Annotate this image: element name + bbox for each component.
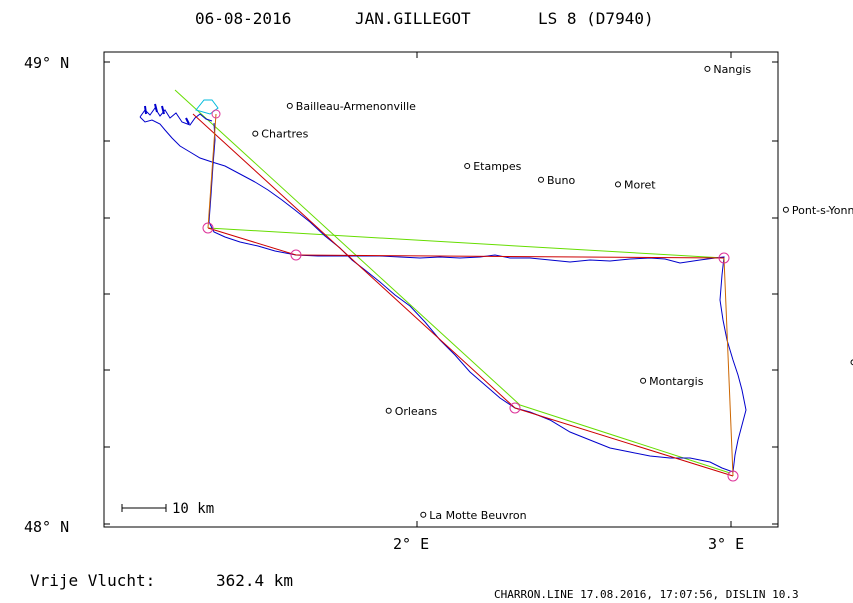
towns-layer: Nangis Bailleau-Armenonville Chartres Etamp… <box>252 63 853 522</box>
turnpoint-start <box>211 109 221 119</box>
town-marker <box>420 511 427 518</box>
green-line-2 <box>519 404 731 474</box>
town-marker <box>782 206 789 213</box>
start-sector <box>195 99 219 115</box>
orange-leg-2 <box>723 257 734 477</box>
town-label: La Motte Beuvron <box>429 509 526 522</box>
turnpoint-3 <box>718 252 730 264</box>
town-marker <box>464 163 471 169</box>
turnpoint-4 <box>509 402 521 414</box>
town-label: Moret <box>624 178 656 191</box>
task-leg-1 <box>192 113 516 409</box>
footer-credit: CHARRON.LINE 17.08.2016, 17:07:56, DISLI… <box>494 588 799 601</box>
town-marker <box>704 65 711 72</box>
turnpoint-2 <box>290 249 302 261</box>
town-label: Pont-s-Yonne <box>792 204 853 217</box>
town-marker <box>615 181 621 188</box>
town-marker <box>252 130 259 137</box>
town-marker <box>385 407 392 414</box>
orange-leg-1 <box>207 113 217 229</box>
town-marker <box>640 377 647 384</box>
lat-label-bottom: 48° N <box>24 518 69 536</box>
gps-track <box>139 107 747 473</box>
lat-label-top: 49° N <box>24 54 69 72</box>
map-frame <box>103 51 779 528</box>
turnpoint-5 <box>727 470 739 482</box>
town-label: Etampes <box>473 160 521 173</box>
task-leg-2 <box>514 407 734 477</box>
green-lines <box>174 89 731 474</box>
lon-label-right: 3° E <box>708 535 744 553</box>
flight-date: 06-08-2016 <box>195 9 291 28</box>
green-line-1 <box>174 89 521 406</box>
task-legs <box>192 113 734 477</box>
distance-label: Vrije Vlucht: <box>30 571 155 590</box>
pilot-name: JAN.GILLEGOT <box>355 9 471 28</box>
turnpoints <box>202 109 739 482</box>
town-marker <box>538 176 544 183</box>
orange-legs <box>207 113 734 477</box>
town-label: Chartres <box>261 128 308 141</box>
task-leg-4 <box>295 254 725 259</box>
distance-value: 362.4 km <box>216 571 293 590</box>
town-label: Buno <box>547 174 575 187</box>
scale-bar <box>121 504 167 512</box>
town-label: Montargis <box>649 375 704 388</box>
town-label: Bailleau-Armenonville <box>296 100 416 113</box>
town-label: Nangis <box>713 63 751 76</box>
task-leg-3 <box>207 227 297 256</box>
town-marker <box>286 102 293 109</box>
frame-ticks <box>104 52 778 527</box>
turnpoint-1 <box>202 222 214 234</box>
scale-label: 10 km <box>172 501 214 517</box>
glider-type: LS 8 (D7940) <box>538 9 654 28</box>
lon-label-left: 2° E <box>393 535 429 553</box>
town-label: Orleans <box>395 405 438 418</box>
town-marker <box>850 359 853 366</box>
green-line-3 <box>207 227 725 259</box>
track-markers <box>144 103 190 125</box>
